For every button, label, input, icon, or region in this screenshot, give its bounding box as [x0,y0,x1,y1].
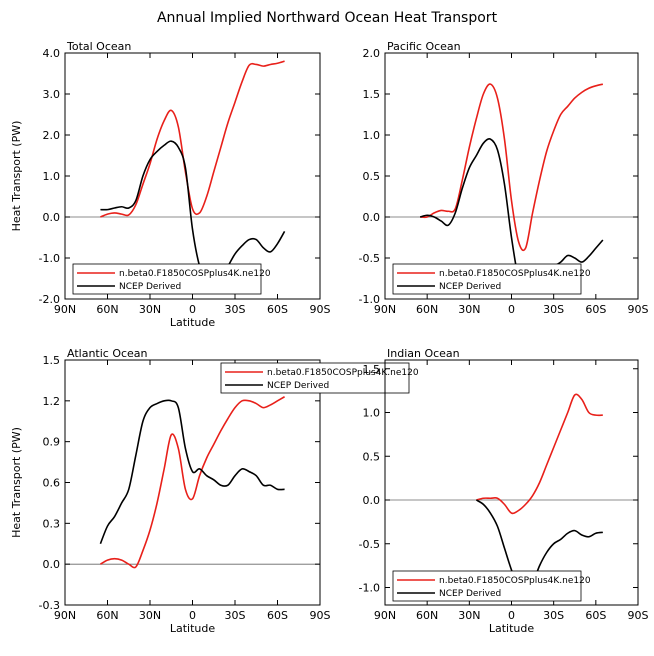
x-tick-label: 90S [628,609,649,622]
y-tick-label: -2.0 [39,293,60,306]
x-tick-label: 90N [374,303,396,316]
legend-box [392,570,582,602]
y-tick-label: 0.0 [363,494,381,507]
legend-label: NCEP Derived [119,282,181,292]
y-axis-label: Heat Transport (PW) [10,121,23,232]
y-tick-label: 0.6 [43,477,61,490]
y-tick-label: 2.0 [363,47,381,60]
legend-box [72,263,262,295]
legend-label: n.beta0.F1850COSPplus4K.ne120 [119,269,271,279]
legend-label: NCEP Derived [267,381,329,391]
legend-label: n.beta0.F1850COSPplus4K.ne120 [439,269,591,279]
plot-frame [384,52,639,300]
y-tick-label: 1.0 [43,170,61,183]
y-tick-label: 0.0 [43,558,61,571]
y-tick-label: 1.0 [363,129,381,142]
y-tick-label: 1.0 [363,407,381,420]
panel-title: Pacific Ocean [387,40,461,53]
x-tick-label: 60S [585,609,606,622]
y-tick-label: -1.0 [39,252,60,265]
x-tick-label: 90S [310,303,331,316]
legend-label: NCEP Derived [439,282,501,292]
y-tick-label: -1.0 [359,293,380,306]
x-tick-label: 90N [54,303,76,316]
x-tick-label: 90N [54,609,76,622]
y-tick-label: 1.5 [363,363,381,376]
legend-box [392,263,582,295]
x-tick-label: 90N [374,609,396,622]
y-tick-label: 1.5 [43,354,61,367]
chart-panel-1: Total Ocean 90N 60N 30N 0 30S 60S 90S -2.0 -1.0 0.… [10,40,331,329]
legend: n.beta0.F1850COSPplus4K.ne120 NCEP Derive… [392,570,591,602]
x-tick-label: 60S [585,303,606,316]
x-tick-label: 0 [189,303,196,316]
legend-label: NCEP Derived [439,589,501,599]
y-tick-label: 1.5 [363,88,381,101]
x-tick-label: 60N [416,303,438,316]
y-tick-label: 4.0 [43,47,61,60]
panel-title: Indian Ocean [387,347,460,360]
y-tick-label: -0.5 [359,252,380,265]
y-tick-label: 0.5 [363,450,381,463]
x-tick-label: 90S [628,303,649,316]
series-line-ncep [475,499,603,593]
legend-label: n.beta0.F1850COSPplus4K.ne120 [267,368,419,378]
series-line-model [420,83,604,252]
series-line-ncep [419,138,604,292]
series-line-model [476,393,603,515]
y-tick-label: -0.3 [39,599,60,612]
x-tick-label: 30N [458,609,480,622]
y-tick-label: 3.0 [43,88,61,101]
legend: n.beta0.F1850COSPplus4K.ne120 NCEP Derive… [392,263,591,295]
x-tick-label: 30N [139,609,161,622]
y-tick-label: -1.0 [359,582,380,595]
y-tick-label: -0.5 [359,538,380,551]
panel-title: Total Ocean [66,40,131,53]
legend: n.beta0.F1850COSPplus4K.ne120 NCEP Derive… [72,263,271,295]
x-tick-label: 30S [543,303,564,316]
y-axis-label: Heat Transport (PW) [10,427,23,538]
x-tick-label: 60N [96,609,118,622]
x-tick-label: 0 [508,609,515,622]
y-tick-label: 1.2 [43,395,61,408]
legend: n.beta0.F1850COSPplus4K.ne120 NCEP Derive… [220,362,419,394]
x-tick-label: 90S [310,609,331,622]
legend-label: n.beta0.F1850COSPplus4K.ne120 [439,576,591,586]
x-tick-label: 60N [96,303,118,316]
x-tick-label: 30S [225,303,246,316]
chart-panels: Total Ocean 90N 60N 30N 0 30S 60S 90S -2.0 -1.0 0.… [10,40,649,635]
chart-panel-4: Indian Ocean 90N 60N 30N 0 30S 60S 90S -1.0 -0.5 0… [359,347,649,635]
x-tick-label: 60N [416,609,438,622]
y-tick-label: 0.9 [43,436,61,449]
plot-frame [64,52,321,300]
x-tick-label: 60S [267,303,288,316]
series-line-model [100,60,285,218]
series-line-ncep [100,140,286,285]
y-tick-label: 0.0 [43,211,61,224]
x-tick-label: 0 [508,303,515,316]
legend-box [220,362,410,394]
x-tick-label: 0 [189,609,196,622]
series-line-model [100,396,285,569]
x-axis-label: Latitude [489,622,535,635]
plot-frame [64,359,321,606]
series-line-ncep [99,399,285,545]
y-tick-label: 0.3 [43,517,61,530]
x-axis-label: Latitude [170,622,216,635]
panel-title: Atlantic Ocean [67,347,148,360]
y-tick-label: 2.0 [43,129,61,142]
y-tick-label: 0.5 [363,170,381,183]
chart-panel-3: Atlantic Ocean 90N 60N 30N 0 30S 60S 90S -0.3 0.0… [10,347,419,635]
figure-title: Annual Implied Northward Ocean Heat Tran… [157,10,498,26]
x-axis-label: Latitude [170,316,216,329]
x-tick-label: 30S [543,609,564,622]
x-tick-label: 30S [225,609,246,622]
x-tick-label: 30N [139,303,161,316]
y-tick-label: 0.0 [363,211,381,224]
chart-panel-2: Pacific Ocean 90N 60N 30N 0 30S 60S 90S -1.0 -0.5… [359,40,649,316]
x-tick-label: 60S [267,609,288,622]
x-tick-label: 30N [458,303,480,316]
